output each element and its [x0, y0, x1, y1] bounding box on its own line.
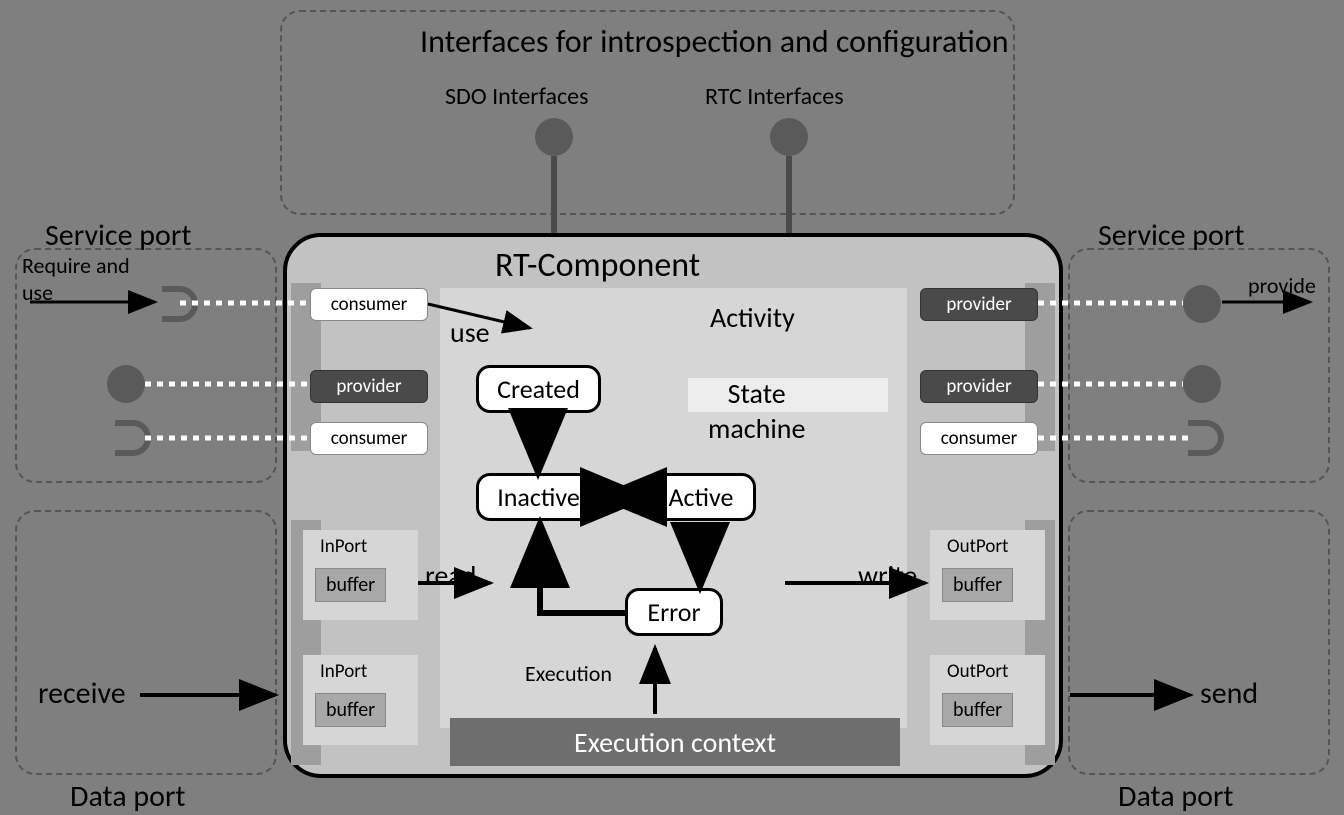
- diagram-svg: [0, 0, 1344, 805]
